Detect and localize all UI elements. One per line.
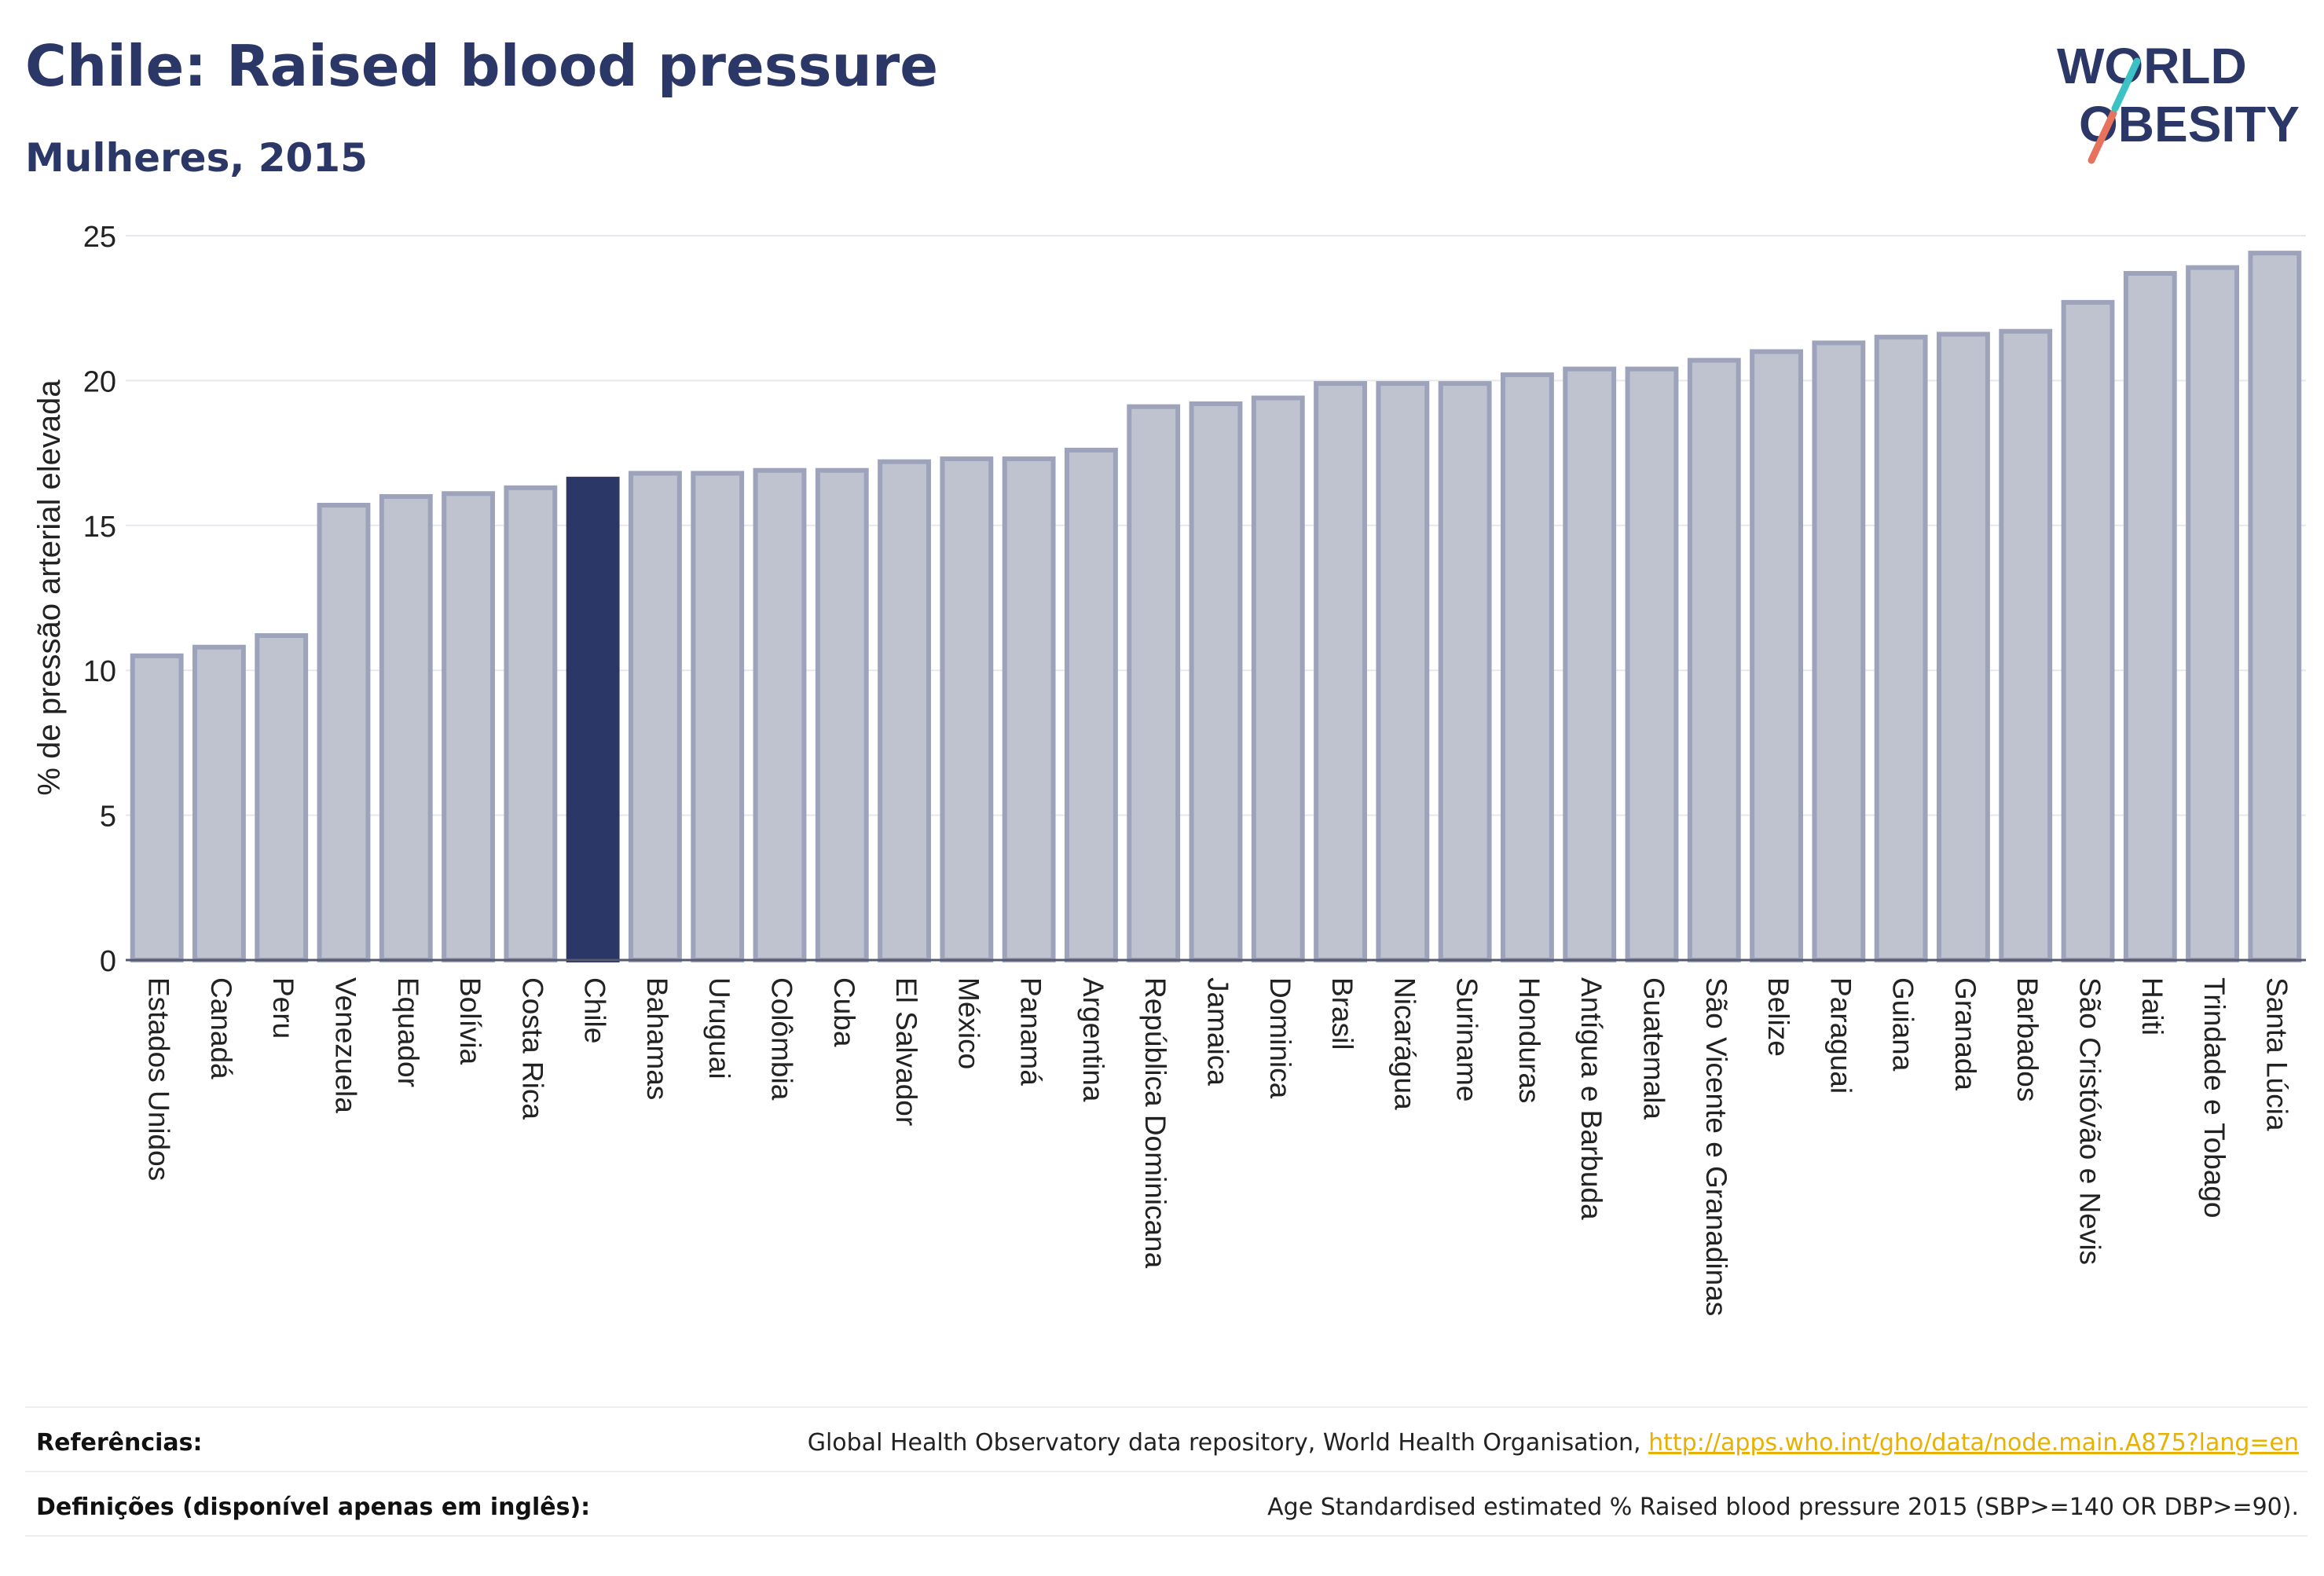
x-tick-label: Belize <box>1762 977 1794 1057</box>
bar <box>691 471 745 962</box>
bar <box>815 467 869 962</box>
x-tick-label: Uruguai <box>703 977 735 1079</box>
references-text: Global Health Observatory data repositor… <box>807 1428 1641 1457</box>
bar-chart: 0 5 10 15 20 25 Estados Unidos Canadá Peru Venezu… <box>32 221 2306 1316</box>
y-tick-label: 0 <box>100 945 116 978</box>
x-tick-label: Canadá <box>205 977 237 1079</box>
footer-divider-middle <box>25 1471 2308 1472</box>
references-value: Global Health Observatory data repositor… <box>808 1429 2299 1457</box>
x-tick-label: Equador <box>392 977 424 1087</box>
definitions-label: Definições (disponível apenas em inglês)… <box>36 1493 591 1521</box>
x-tick-label: Bahamas <box>641 977 673 1100</box>
bar <box>1189 401 1243 962</box>
bar <box>2061 299 2115 963</box>
x-tick-label: Honduras <box>1513 977 1545 1103</box>
y-tick-label: 15 <box>83 511 116 544</box>
chart-subtitle: Mulheres, 2015 <box>25 135 368 181</box>
bar <box>878 459 931 962</box>
bar <box>1376 381 1430 962</box>
x-tick-label: Panamá <box>1015 977 1047 1086</box>
y-tick-label: 10 <box>83 655 116 688</box>
definitions-text: Age Standardised estimated % Raised bloo… <box>1267 1493 2299 1521</box>
x-tick-label: Guatemala <box>1638 977 1670 1120</box>
bar <box>1127 404 1181 962</box>
bar <box>1438 381 1492 962</box>
bar <box>1687 357 1741 963</box>
x-tick-label: Venezuela <box>330 977 362 1113</box>
x-tick-label: Guiana <box>1887 977 1919 1072</box>
y-tick-label: 20 <box>83 365 116 398</box>
definitions-row: Definições (disponível apenas em inglês)… <box>36 1483 2299 1530</box>
bar <box>1065 447 1118 962</box>
bar <box>1999 328 2053 963</box>
bar <box>317 502 371 962</box>
bar <box>1625 366 1679 962</box>
x-tick-label: El Salvador <box>890 977 922 1126</box>
bar <box>629 471 682 962</box>
axes: 0 5 10 15 20 25 Estados Unidos Canadá Peru Venezu… <box>83 221 2306 1316</box>
x-tick-label: Haiti <box>2136 977 2168 1035</box>
x-tick-label: Peru <box>267 977 299 1039</box>
bar <box>130 653 184 962</box>
x-tick-label: Costa Rica <box>516 977 548 1120</box>
bar <box>255 632 309 962</box>
bar <box>1750 349 1803 962</box>
x-tick-label: Suriname <box>1451 977 1483 1101</box>
bar <box>753 467 807 962</box>
x-tick-label: Santa Lúcia <box>2260 977 2293 1131</box>
x-tick-label: Estados Unidos <box>143 977 175 1181</box>
x-tick-label: República Dominicana <box>1139 977 1171 1269</box>
x-tick-label: Jamaica <box>1202 977 1234 1086</box>
bar <box>1002 456 1056 962</box>
bar <box>940 456 994 962</box>
world-obesity-logo: WORLD OBESITY <box>2057 38 2300 164</box>
bar <box>1251 395 1305 962</box>
footer-divider-bottom <box>25 1535 2308 1537</box>
bar <box>442 491 495 962</box>
chart-title: Chile: Raised blood pressure <box>25 33 939 99</box>
x-tick-label: México <box>952 977 984 1069</box>
footer-divider-top <box>25 1406 2308 1408</box>
bar <box>1812 340 1866 962</box>
x-tick-label: Brasil <box>1326 977 1358 1050</box>
bar <box>2186 265 2239 962</box>
bar <box>1501 372 1554 962</box>
x-tick-label: Paraguai <box>1824 977 1857 1094</box>
bar <box>192 644 246 962</box>
bar <box>1314 381 1367 962</box>
y-axis-label: % de pressão arterial elevada <box>32 379 67 796</box>
references-label: Referências: <box>36 1428 203 1457</box>
references-row: Referências: Global Health Observatory d… <box>36 1419 2299 1466</box>
x-tick-label: Cuba <box>828 977 860 1047</box>
x-tick-label: Chile <box>579 977 611 1043</box>
x-tick-label: São Vicente e Granadinas <box>1700 977 1732 1316</box>
x-tick-label: Bolívia <box>454 977 486 1065</box>
bar <box>2248 251 2302 962</box>
x-tick-label: Trindade e Tobago <box>2198 977 2231 1219</box>
x-tick-label: Granada <box>1949 977 1981 1090</box>
x-tick-label: Colômbia <box>766 977 798 1101</box>
x-tick-label: Barbados <box>2011 977 2044 1101</box>
x-tick-label: Argentina <box>1077 977 1109 1102</box>
bar-highlight <box>566 476 620 962</box>
x-tick-label: Antígua e Barbuda <box>1575 977 1607 1220</box>
x-tick-label: Dominica <box>1264 977 1296 1099</box>
references-link[interactable]: http://apps.who.int/gho/data/node.main.A… <box>1648 1428 2299 1457</box>
bar <box>1937 332 1990 962</box>
x-tick-label: Nicarágua <box>1388 977 1420 1110</box>
y-tick-label: 5 <box>100 801 116 834</box>
bar <box>2123 270 2177 963</box>
bar <box>504 485 558 962</box>
logo-line1: WORLD <box>2057 38 2247 94</box>
x-tick-label: São Cristóvão e Nevis <box>2074 977 2106 1265</box>
bars <box>130 251 2302 963</box>
bar <box>1874 335 1928 962</box>
y-tick-label: 25 <box>83 221 116 254</box>
bar <box>1563 366 1617 962</box>
bar <box>379 493 433 962</box>
